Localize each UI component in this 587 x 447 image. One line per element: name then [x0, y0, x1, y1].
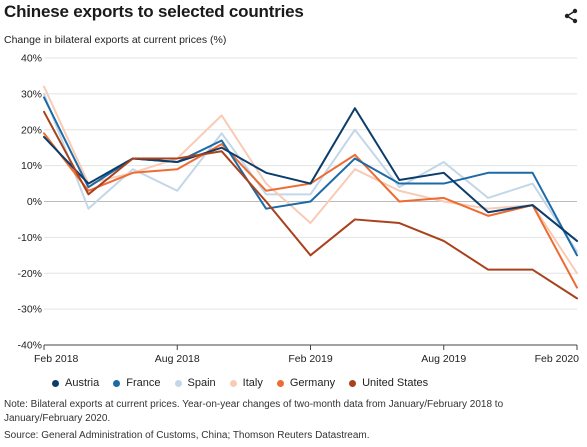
- x-tick-label: Feb 2019: [288, 353, 333, 365]
- series-line-spain: [43, 92, 578, 253]
- legend-item-austria: Austria: [52, 377, 99, 389]
- legend-label: Italy: [242, 377, 263, 389]
- legend-dot: [349, 379, 357, 387]
- legend-dot: [229, 379, 237, 387]
- y-tick-label: 0%: [27, 196, 42, 208]
- chart-note: Note: Bilateral exports at current price…: [4, 399, 504, 424]
- legend-dot: [52, 379, 59, 387]
- line-chart: 40% 30% 20% 10% 0% -10% -20% -30% -40%Feb 2018 Au…: [17, 53, 580, 366]
- y-tick-label: -20%: [17, 268, 42, 280]
- legend-dot: [276, 379, 284, 387]
- chart-source: Source: General Administration of Custom…: [4, 430, 370, 441]
- x-tick-label: Feb 2018: [34, 353, 79, 365]
- y-tick-label: 20%: [21, 124, 42, 136]
- legend-label: Spain: [187, 377, 216, 389]
- y-tick-label: -30%: [17, 304, 42, 316]
- share-icon[interactable]: [563, 8, 579, 24]
- y-tick-label: -40%: [17, 340, 42, 352]
- chart-subtitle: Change in bilateral exports at current p…: [4, 34, 227, 46]
- x-tick-label: Aug 2019: [421, 353, 466, 365]
- legend-label: Germany: [289, 377, 336, 389]
- legend-label: United States: [362, 377, 429, 389]
- y-tick-label: 30%: [21, 88, 42, 100]
- legend-item-italy: Italy: [229, 377, 263, 389]
- legend-dot: [113, 379, 121, 387]
- chart-legend: Austria France Spain Italy Germany United Sta…: [52, 377, 442, 389]
- legend-item-germany: Germany: [276, 377, 336, 389]
- y-tick-label: 10%: [21, 160, 42, 172]
- legend-item-united-states: United States: [349, 377, 428, 389]
- series-line-united-states: [43, 110, 578, 300]
- legend-dot: [174, 379, 182, 387]
- legend-item-france: France: [113, 377, 161, 389]
- legend-item-spain: Spain: [174, 377, 216, 389]
- y-tick-label: 40%: [21, 53, 42, 65]
- legend-label: Austria: [65, 377, 100, 389]
- chart-title: Chinese exports to selected countries: [4, 2, 304, 21]
- legend-label: France: [126, 377, 161, 389]
- x-tick-label: Feb 2020: [535, 353, 580, 365]
- series-line-italy: [43, 85, 578, 275]
- x-tick-label: Aug 2018: [155, 353, 200, 365]
- y-tick-label: -10%: [17, 232, 42, 244]
